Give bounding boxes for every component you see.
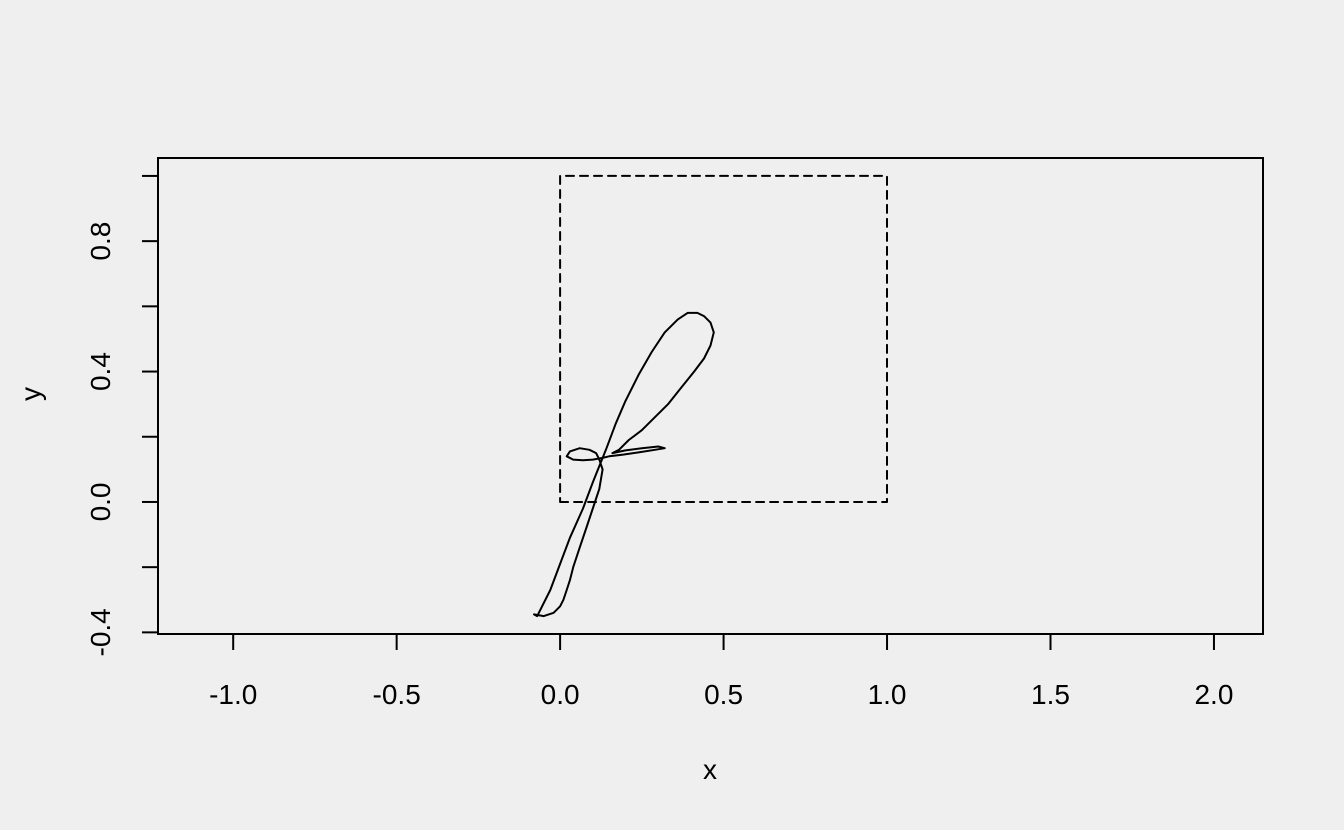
x-tick-label: -0.5 [373, 679, 421, 710]
y-axis-label: y [15, 387, 46, 401]
x-tick-label: -1.0 [209, 679, 257, 710]
x-tick-label: 0.0 [541, 679, 580, 710]
x-tick-label: 1.0 [868, 679, 907, 710]
y-axis: -0.4 0.0 0.4 0.8 [85, 174, 159, 656]
series-dashed-square [559, 174, 888, 503]
y-tick-label: -0.4 [85, 608, 116, 656]
series-solid-curve [533, 311, 715, 618]
y-tick-label: 0.0 [85, 482, 116, 521]
x-axis: -1.0 -0.5 0.0 0.5 1.0 1.5 2.0 [209, 633, 1233, 710]
y-tick-label: 0.4 [85, 352, 116, 391]
series-layer [533, 174, 888, 618]
y-tick-label: 0.8 [85, 222, 116, 261]
plot-frame [157, 157, 1264, 635]
x-tick-label: 1.5 [1031, 679, 1070, 710]
x-tick-label: 2.0 [1194, 679, 1233, 710]
x-axis-label: x [703, 754, 717, 785]
x-tick-label: 0.5 [704, 679, 743, 710]
